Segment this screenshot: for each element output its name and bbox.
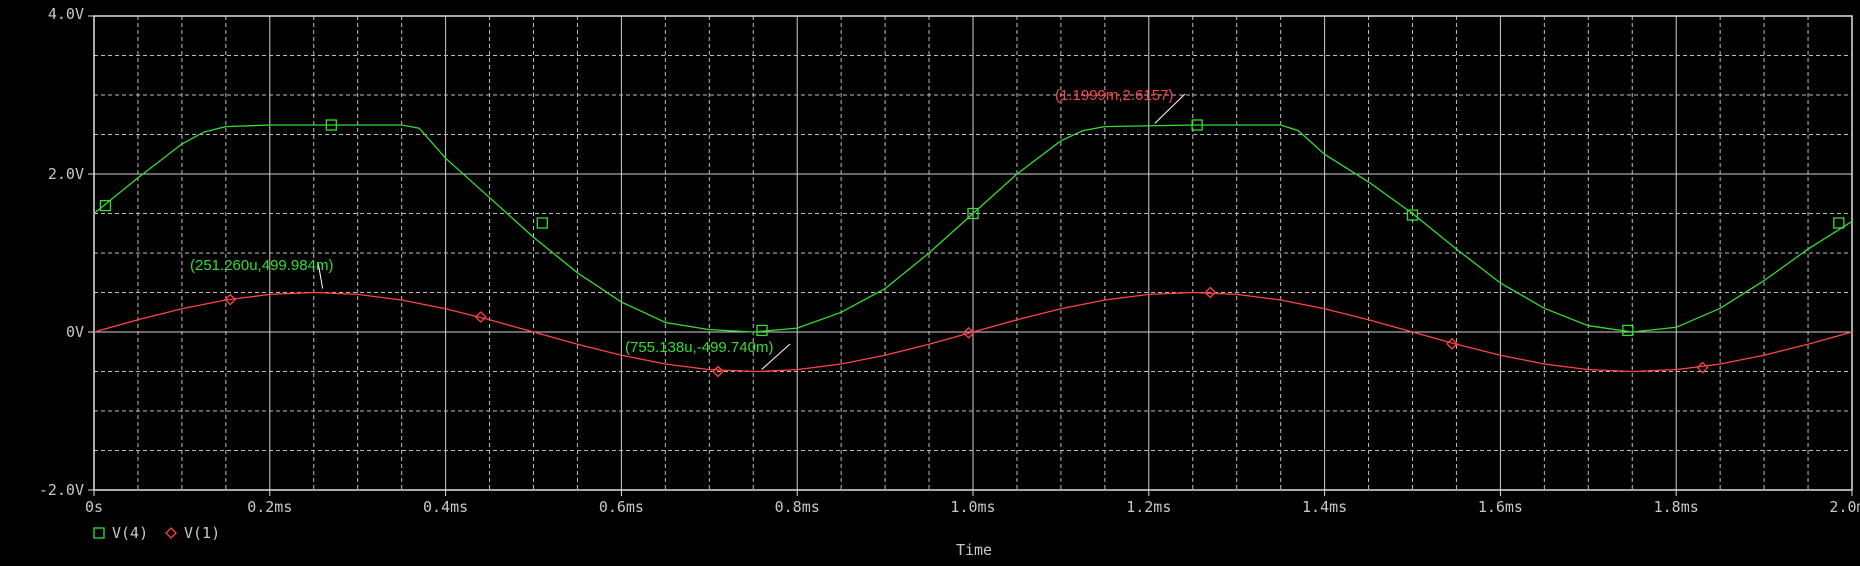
series-v1 — [93, 286, 1853, 378]
series-marker — [756, 324, 768, 337]
annotation-label: (1.1999m,2.6157) — [1055, 87, 1173, 104]
series-marker — [967, 207, 979, 220]
y-tick-label: 4.0V — [48, 5, 84, 23]
series-marker — [1406, 209, 1419, 221]
y-tick-label: 0V — [66, 323, 84, 341]
series-marker — [1833, 217, 1845, 229]
axes — [88, 15, 1853, 496]
annotation-label: (755.138u,-499.740m) — [625, 339, 773, 356]
annotation-leader — [761, 343, 791, 370]
series-marker — [1696, 361, 1709, 374]
annotation-leader — [317, 261, 324, 289]
x-tick-label: 0.4ms — [423, 498, 468, 516]
annotation-layer: (251.260u,499.984m) (755.138u,-499.740m) (… — [190, 87, 1186, 370]
series-marker — [224, 293, 237, 306]
x-tick-label: 0.2ms — [247, 498, 292, 516]
legend-label: V(1) — [184, 524, 220, 542]
series-marker — [1191, 119, 1203, 131]
y-tick-label: -2.0V — [39, 481, 84, 499]
series-marker — [712, 365, 725, 378]
x-tick-label: 1.8ms — [1654, 498, 1699, 516]
legend-diamond-icon — [165, 527, 177, 539]
series-marker — [1622, 324, 1634, 337]
series-marker — [99, 199, 112, 212]
x-tick-label: 1.6ms — [1478, 498, 1523, 516]
legend-label: V(4) — [112, 524, 148, 542]
series-v4 — [93, 119, 1853, 337]
series-marker — [474, 311, 487, 323]
annotation-label: (251.260u,499.984m) — [190, 257, 333, 274]
series-marker — [1446, 337, 1458, 350]
legend: V(4) V(1) — [93, 524, 220, 542]
x-axis-label: Time — [956, 541, 992, 559]
x-tick-label: 1.0ms — [950, 498, 995, 516]
x-tick-label: 0.6ms — [599, 498, 644, 516]
series-marker — [325, 119, 337, 131]
x-tick-label: 2.0ms — [1829, 498, 1860, 516]
series-marker — [536, 217, 548, 229]
series-marker — [1204, 286, 1217, 299]
series-layer — [93, 119, 1853, 378]
x-tick-label: 0.8ms — [775, 498, 820, 516]
series-marker — [962, 326, 975, 339]
legend-square-icon — [93, 527, 105, 539]
series-line — [93, 124, 1853, 333]
x-tick-label: 1.4ms — [1302, 498, 1347, 516]
x-tick-label: 0s — [85, 498, 103, 516]
x-tick-label: 1.2ms — [1126, 498, 1171, 516]
grid — [93, 15, 1853, 491]
tick-labels: 0s 0.2ms 0.4ms 0.6ms 0.8ms 1.0ms 1.2ms 1.4ms 1.6… — [39, 5, 1860, 516]
y-tick-label: 2.0V — [48, 165, 84, 183]
annotation-leader — [1154, 93, 1186, 124]
